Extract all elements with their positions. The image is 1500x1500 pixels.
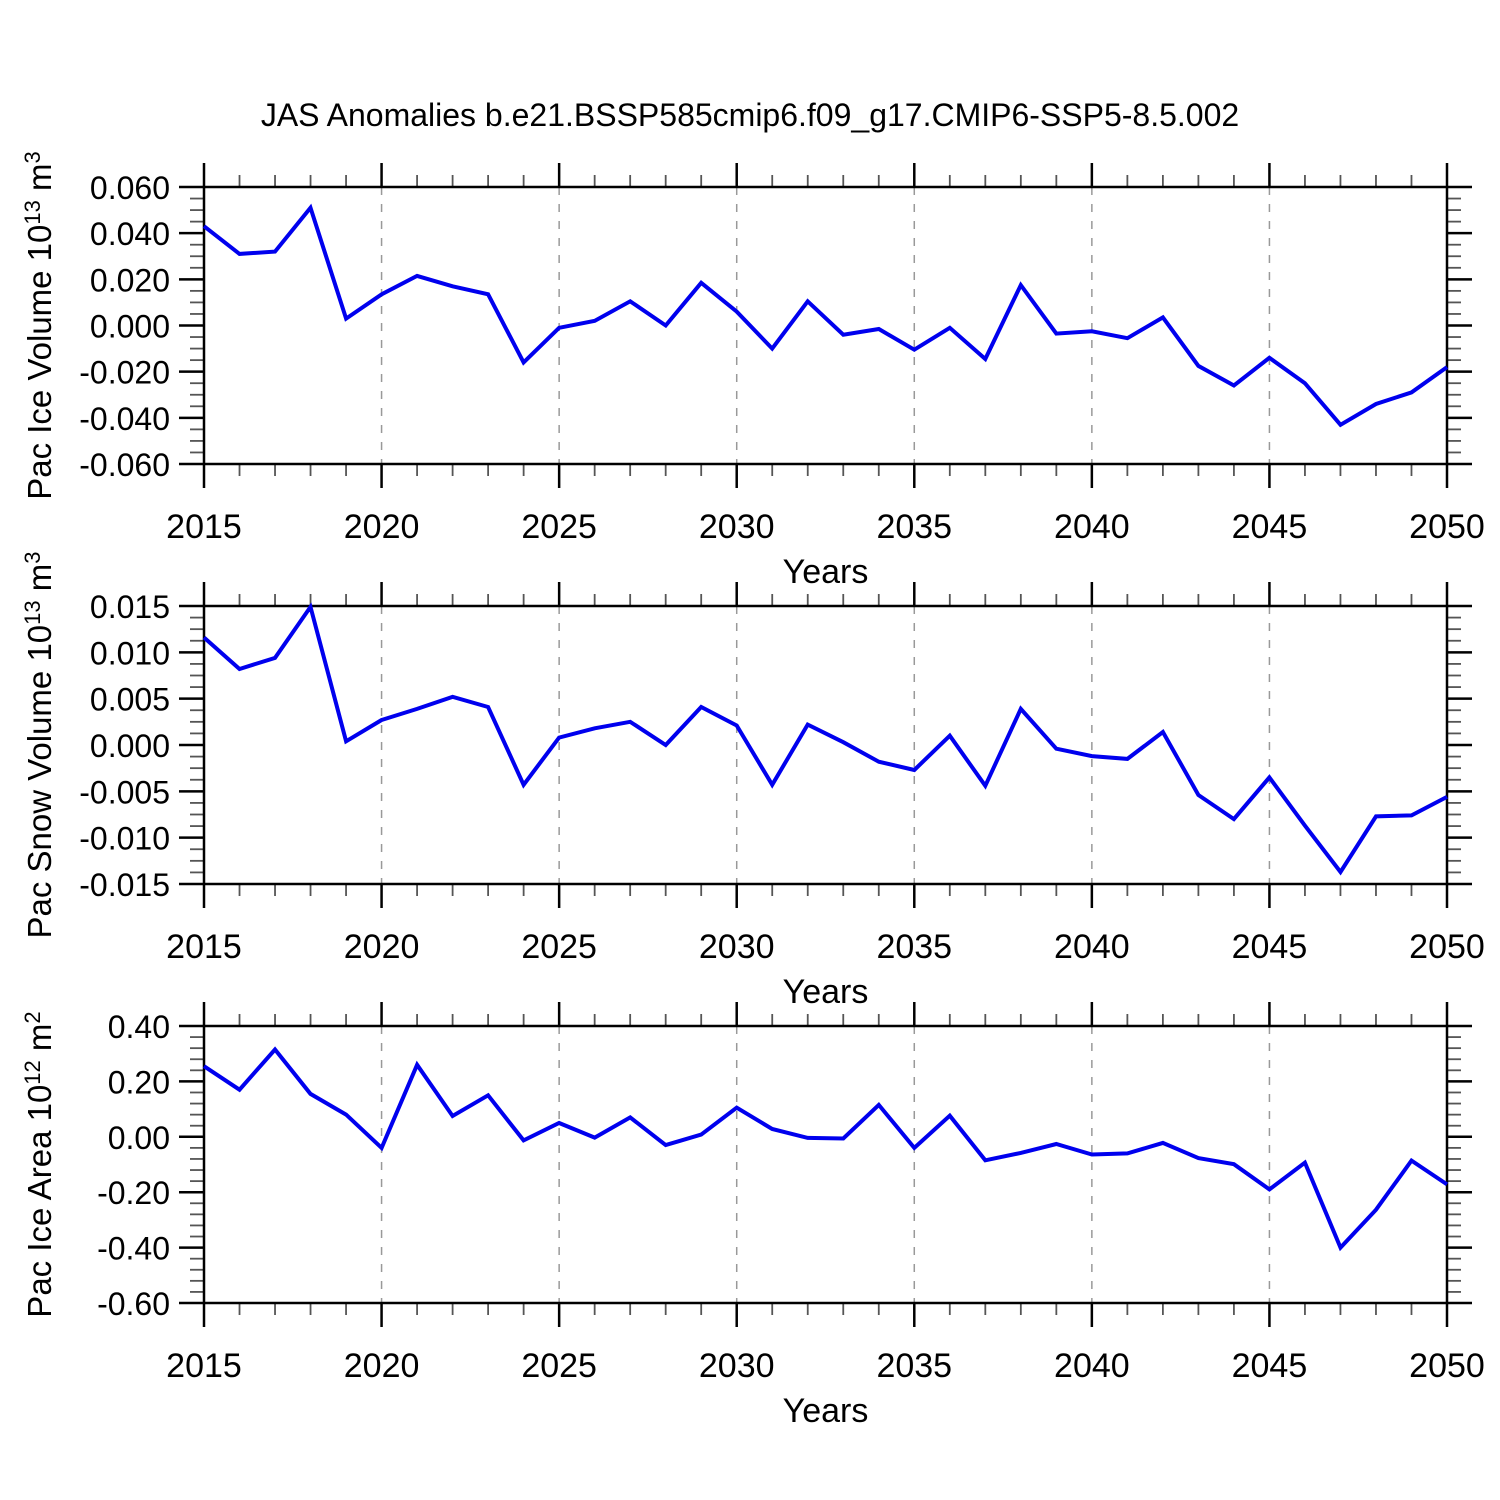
plot-frame bbox=[202, 604, 1449, 886]
x-tick-label: 2035 bbox=[876, 928, 952, 966]
y-tick-label: 0.010 bbox=[90, 635, 170, 671]
y-tick-label: -0.015 bbox=[79, 867, 170, 903]
x-tick-label: 2035 bbox=[876, 508, 952, 546]
y-axis-title-pac-ice-area: Pac Ice Area 1012 m2 bbox=[20, 1011, 58, 1317]
x-tick-label: 2025 bbox=[521, 1347, 597, 1385]
plot-frame bbox=[202, 1024, 1449, 1305]
y-tick-label: -0.060 bbox=[79, 447, 170, 483]
y-tick-label: 0.000 bbox=[90, 309, 170, 345]
y-tick-label: 0.40 bbox=[108, 1009, 170, 1045]
x-tick-label: 2025 bbox=[521, 928, 597, 966]
x-axis-label-panel-2: Years bbox=[782, 973, 869, 1011]
y-tick-label: 0.015 bbox=[90, 589, 170, 625]
y-tick-label: 0.040 bbox=[90, 216, 170, 252]
y-axis-title-pac-snow-volume: Pac Snow Volume 1013 m3 bbox=[20, 551, 58, 938]
y-tick-label: 0.00 bbox=[108, 1120, 170, 1156]
y-tick-label: 0.000 bbox=[90, 728, 170, 764]
x-axis-label-panel-3: Years bbox=[782, 1392, 869, 1430]
x-tick-label: 2050 bbox=[1409, 928, 1485, 966]
x-tick-label: 2015 bbox=[166, 928, 242, 966]
x-tick-label: 2050 bbox=[1409, 1347, 1485, 1385]
x-axis-label-panel-1: Years bbox=[782, 553, 869, 591]
plot-frame bbox=[202, 185, 1449, 466]
chart-title: JAS Anomalies b.e21.BSSP585cmip6.f09_g17… bbox=[260, 97, 1240, 133]
y-tick-label: 0.20 bbox=[108, 1064, 170, 1100]
y-tick-label: -0.010 bbox=[79, 821, 170, 857]
y-tick-label: 0.005 bbox=[90, 682, 170, 718]
x-tick-label: 2030 bbox=[699, 928, 775, 966]
x-tick-label: 2015 bbox=[166, 508, 242, 546]
y-tick-label: -0.60 bbox=[97, 1286, 170, 1322]
x-tick-label: 2030 bbox=[699, 508, 775, 546]
y-tick-label: -0.020 bbox=[79, 355, 170, 391]
x-tick-label: 2020 bbox=[344, 928, 420, 966]
data-line-pac-snow-volume bbox=[202, 602, 1448, 876]
y-tick-label: -0.040 bbox=[79, 401, 170, 437]
x-tick-label: 2040 bbox=[1054, 508, 1130, 546]
y-tick-label: -0.40 bbox=[97, 1231, 170, 1267]
x-tick-label: 2015 bbox=[166, 1347, 242, 1385]
x-tick-label: 2035 bbox=[876, 1347, 952, 1385]
y-tick-label: -0.005 bbox=[79, 774, 170, 810]
x-tick-label: 2025 bbox=[521, 508, 597, 546]
x-tick-label: 2050 bbox=[1409, 508, 1485, 546]
x-tick-label: 2040 bbox=[1054, 1347, 1130, 1385]
y-tick-label: 0.060 bbox=[90, 170, 170, 206]
x-tick-label: 2040 bbox=[1054, 928, 1130, 966]
y-axis-title-pac-ice-volume: Pac Ice Volume 1013 m3 bbox=[20, 151, 58, 500]
x-tick-label: 2020 bbox=[344, 508, 420, 546]
x-tick-label: 2020 bbox=[344, 1347, 420, 1385]
y-tick-label: -0.20 bbox=[97, 1175, 170, 1211]
x-tick-label: 2045 bbox=[1232, 928, 1308, 966]
data-line-pac-ice-volume bbox=[202, 203, 1449, 428]
x-tick-label: 2045 bbox=[1232, 508, 1308, 546]
x-tick-label: 2045 bbox=[1232, 1347, 1308, 1385]
x-tick-label: 2030 bbox=[699, 1347, 775, 1385]
data-line-pac-ice-area bbox=[202, 1046, 1449, 1252]
y-tick-label: 0.020 bbox=[90, 262, 170, 298]
